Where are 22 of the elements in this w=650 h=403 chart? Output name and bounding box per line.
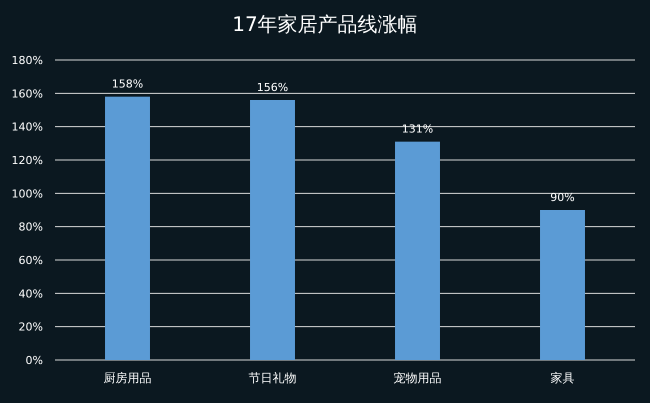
y-tick-label: 40% — [18, 287, 43, 300]
y-tick-label: 80% — [18, 220, 43, 234]
y-tick-label: 180% — [12, 54, 43, 67]
y-tick-label: 20% — [18, 320, 43, 334]
x-tick-label: 家具 — [550, 371, 574, 385]
bar — [540, 210, 585, 360]
bar — [395, 142, 440, 360]
y-tick-label: 60% — [18, 254, 43, 267]
y-tick-label: 100% — [12, 187, 43, 200]
y-tick-label: 160% — [12, 87, 43, 100]
x-tick-label: 宠物用品 — [394, 371, 442, 385]
data-label: 158% — [112, 78, 144, 91]
y-tick-label: 120% — [12, 154, 43, 167]
y-tick-label: 140% — [12, 120, 43, 134]
data-label: 90% — [550, 191, 575, 204]
y-tick-label: 0% — [26, 354, 43, 367]
bar — [105, 96, 150, 360]
x-tick-label: 厨房用品 — [104, 371, 152, 385]
bar — [250, 100, 295, 360]
data-label: 156% — [256, 81, 288, 94]
chart-title: 17年家居产品线涨幅 — [232, 12, 418, 36]
x-tick-label: 节日礼物 — [248, 371, 296, 385]
